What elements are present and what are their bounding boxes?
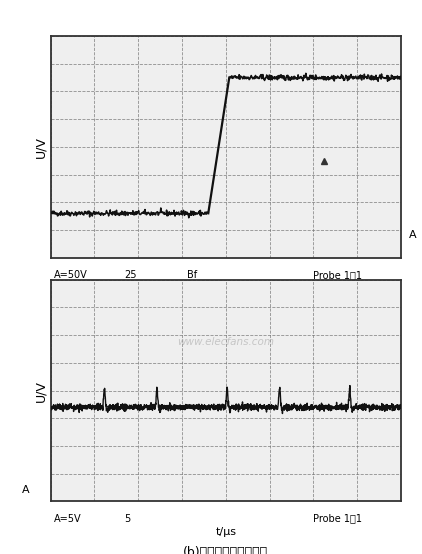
Text: 25: 25 xyxy=(124,270,137,280)
Text: Probe 1：1: Probe 1：1 xyxy=(313,270,362,280)
Text: www.elecfans.com: www.elecfans.com xyxy=(177,337,274,347)
Text: (a)输出电压响应图: (a)输出电压响应图 xyxy=(191,302,261,315)
Text: A=50V: A=50V xyxy=(54,270,88,280)
Text: Bf: Bf xyxy=(187,270,197,280)
Text: A: A xyxy=(408,230,416,240)
Text: A: A xyxy=(22,485,30,495)
Text: t/s: t/s xyxy=(219,283,233,293)
Y-axis label: U/V: U/V xyxy=(35,379,48,402)
Text: (b)电压波形局部放大图: (b)电压波形局部放大图 xyxy=(183,546,268,554)
Text: t/μs: t/μs xyxy=(215,527,236,537)
Y-axis label: U/V: U/V xyxy=(35,136,48,158)
Text: 5: 5 xyxy=(124,514,130,524)
Text: A=5V: A=5V xyxy=(54,514,82,524)
Text: Probe 1：1: Probe 1：1 xyxy=(313,514,362,524)
